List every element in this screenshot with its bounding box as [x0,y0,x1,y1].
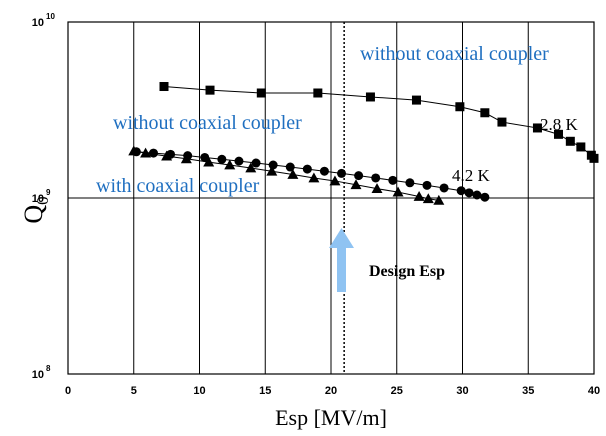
point-circle-20 [464,188,474,198]
point-triangle-0 [128,145,140,156]
point-circle-13 [354,171,364,181]
point-square-11 [565,136,575,146]
x-tick-label-1: 5 [131,385,137,397]
svg-text:Q0: Q0 [19,196,52,223]
point-circle-5 [217,154,227,164]
point-circle-16 [405,178,415,188]
point-circle-14 [371,173,381,183]
point-square-14 [589,153,599,163]
x-tick-label-6: 30 [456,385,468,397]
point-square-2 [256,88,266,98]
x-tick-label-8: 40 [588,385,600,397]
point-triangle-8 [287,168,299,179]
point-triangle-2 [161,150,173,161]
point-square-10 [553,129,563,139]
y-axis-label-subscript: 0 [33,196,52,205]
x-tick-label-2: 10 [193,385,205,397]
y-tick-exponent-0: 10 [46,12,55,21]
point-triangle-13 [392,186,404,197]
point-square-0 [159,82,169,92]
point-circle-12 [337,168,347,178]
point-triangle-11 [350,179,362,190]
point-circle-18 [439,183,449,193]
point-square-9 [532,123,542,133]
point-triangle-9 [308,172,320,183]
point-circle-15 [388,175,398,185]
point-square-6 [455,102,465,112]
x-tick-label-7: 35 [522,385,534,397]
x-axis-label: Esp [MV/m] [275,405,387,430]
point-square-3 [313,88,323,98]
point-circle-1 [148,148,158,158]
point-square-8 [497,117,507,127]
point-square-5 [411,95,421,105]
point-triangle-5 [224,159,236,170]
point-square-12 [576,142,586,152]
point-circle-11 [319,166,329,176]
annotation-without-coupler-mid: without coaxial coupler [113,112,302,134]
point-square-1 [205,85,215,95]
point-circle-6 [234,156,244,166]
point-triangle-12 [371,183,383,194]
annotation-4-2k: 4.2 K [452,166,491,185]
point-triangle-7 [266,165,278,176]
annotation-2-8k: 2.8 K [540,115,579,134]
point-square-7 [480,108,490,118]
x-tick-labels: 0 5 10 15 20 25 30 35 40 [65,385,600,397]
point-circle-19 [456,186,466,196]
x-tick-label-4: 20 [325,385,337,397]
point-square-4 [365,92,375,102]
design-esp-arrow [329,228,354,292]
point-circle-8 [268,160,278,170]
x-tick-label-3: 15 [259,385,271,397]
point-triangle-14 [413,190,425,201]
point-triangle-3 [180,153,192,164]
point-circle-7 [251,158,261,168]
annotation-without-coupler-top: without coaxial coupler [360,43,549,65]
grid-lines [67,21,595,375]
y-tick-exponent-1: 9 [46,188,51,197]
point-triangle-15 [422,193,434,204]
plot-frame [67,21,595,375]
point-triangle-10 [329,175,341,186]
point-triangle-6 [245,162,257,173]
point-circle-21 [472,190,482,200]
annotation-design-esp: Design Esp [369,263,445,280]
point-circle-9 [285,162,295,172]
y-axis-label-main: Q [19,205,48,224]
y-tick-label-0: 10 [32,17,44,29]
point-triangle-1 [140,147,152,158]
x-tick-label-5: 25 [391,385,403,397]
point-circle-22 [480,192,490,202]
y-tick-exponent-2: 8 [46,364,51,373]
y-tick-label-2: 10 [32,369,44,381]
point-triangle-4 [203,156,215,167]
y-tick-label-1: 10 [32,193,44,205]
x-tick-label-0: 0 [65,385,71,397]
annotation-with-coupler: with coaxial coupler [96,175,260,197]
y-axis-label: Q0 [19,196,52,223]
data-markers [128,82,599,205]
point-circle-10 [302,164,312,174]
point-circle-17 [422,180,432,190]
point-triangle-16 [433,194,445,205]
